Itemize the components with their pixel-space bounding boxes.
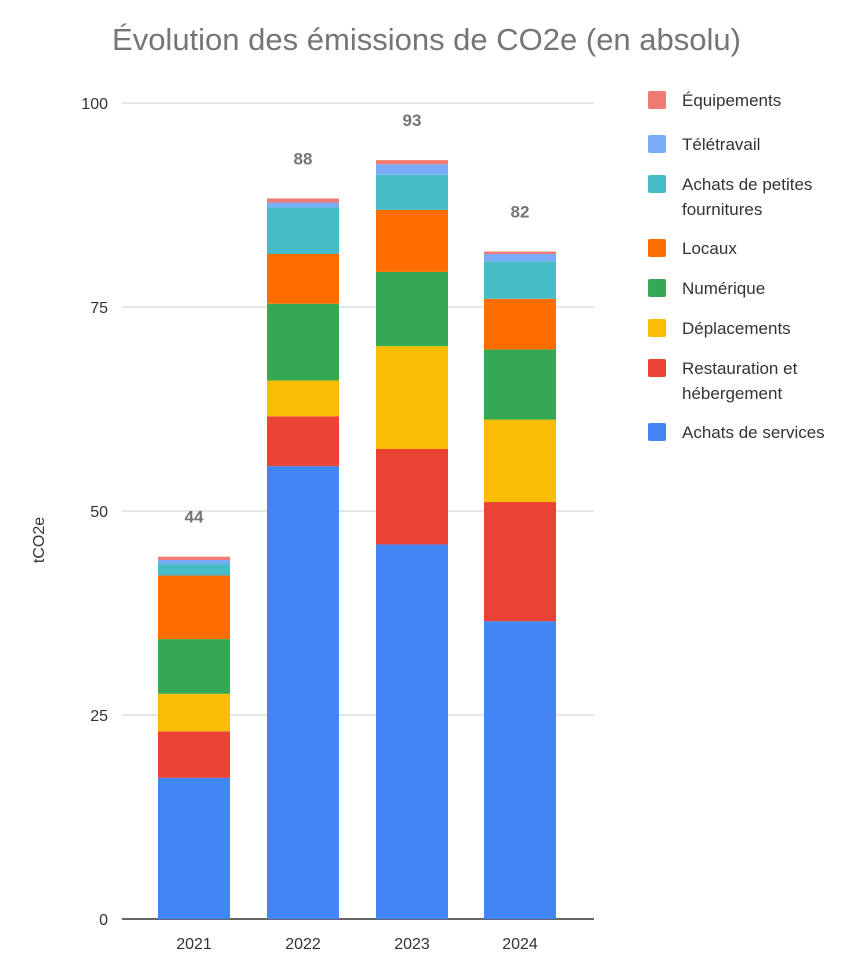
bar-segment-2023-7: [376, 160, 448, 165]
y-tick-label: 25: [90, 708, 108, 725]
legend-swatch: [648, 135, 666, 153]
bar-segment-2021-5: [158, 564, 230, 576]
legend-label: Achats de services: [682, 423, 825, 442]
legend-label: Restauration et hébergement: [682, 359, 798, 403]
bar-segment-2023-0: [376, 544, 448, 919]
bar-segment-2021-7: [158, 556, 230, 560]
bar-segment-2022-0: [267, 466, 339, 919]
legend-swatch: [648, 359, 666, 377]
bar-segment-2022-1: [267, 416, 339, 467]
bar-segment-2023-4: [376, 209, 448, 272]
bar-segment-2024-5: [484, 261, 556, 299]
legend-label: Locaux: [682, 239, 737, 258]
bar-segment-2024-6: [484, 253, 556, 262]
bar-segment-2021-6: [158, 559, 230, 565]
x-tick-label-2022: 2022: [285, 936, 321, 953]
y-tick-label: 0: [99, 912, 108, 929]
bar-segment-2024-3: [484, 349, 556, 420]
total-label-2022: 88: [294, 149, 313, 168]
bar-segment-2022-5: [267, 207, 339, 254]
chart-title: Évolution des émissions de CO2e (en abso…: [112, 22, 741, 57]
total-label-2021: 44: [185, 508, 204, 527]
bar-segment-2023-1: [376, 448, 448, 545]
legend-swatch: [648, 175, 666, 193]
legend-swatch: [648, 423, 666, 441]
legend-label: Achats de petites fournitures: [682, 175, 813, 219]
bar-segment-2022-2: [267, 380, 339, 417]
y-tick-label: 50: [90, 504, 108, 521]
legend-label: Numérique: [682, 279, 766, 298]
bar-segment-2022-4: [267, 253, 339, 304]
bar-segment-2024-7: [484, 251, 556, 254]
bar-segment-2023-5: [376, 174, 448, 210]
bar-segment-2021-3: [158, 639, 230, 694]
bar-segment-2024-2: [484, 419, 556, 503]
bar-segment-2024-0: [484, 621, 556, 919]
total-label-2024: 82: [511, 203, 530, 222]
bar-segment-2022-6: [267, 202, 339, 208]
legend-swatch: [648, 279, 666, 297]
x-tick-label-2023: 2023: [394, 936, 430, 953]
x-tick-label-2024: 2024: [502, 936, 538, 953]
total-label-2023: 93: [403, 111, 422, 130]
bar-segment-2024-4: [484, 298, 556, 350]
y-axis-label: tCO2e: [31, 517, 48, 563]
bar-segment-2022-7: [267, 198, 339, 203]
bar-segment-2023-3: [376, 271, 448, 347]
bar-segment-2023-2: [376, 346, 448, 449]
legend-label: Déplacements: [682, 319, 791, 338]
bar-segment-2022-3: [267, 303, 339, 381]
legend-swatch: [648, 319, 666, 337]
legend-label: Télétravail: [682, 135, 761, 154]
legend-label: Équipements: [682, 91, 782, 110]
y-tick-label: 75: [90, 300, 108, 317]
bar-segment-2023-6: [376, 164, 448, 175]
legend-swatch: [648, 239, 666, 257]
y-tick-label: 100: [81, 96, 108, 113]
bar-segment-2021-1: [158, 731, 230, 778]
bar-segment-2024-1: [484, 502, 556, 622]
bar-segment-2021-4: [158, 575, 230, 640]
bar-segment-2021-0: [158, 777, 230, 919]
bar-segment-2021-2: [158, 693, 230, 732]
x-tick-label-2021: 2021: [176, 936, 212, 953]
legend-swatch: [648, 91, 666, 109]
